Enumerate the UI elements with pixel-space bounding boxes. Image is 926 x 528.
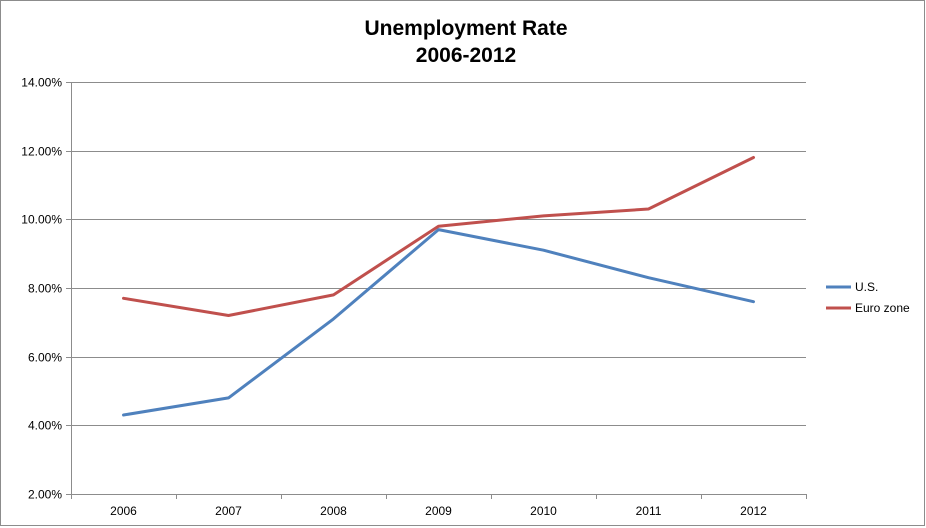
y-tick-label: 8.00% bbox=[28, 282, 62, 296]
gridlines bbox=[66, 82, 806, 495]
chart-title: Unemployment Rate bbox=[364, 17, 567, 40]
x-tick-label: 2006 bbox=[110, 504, 137, 518]
series-line bbox=[122, 228, 755, 417]
y-tick-label: 6.00% bbox=[28, 351, 62, 365]
x-tick-label: 2011 bbox=[636, 504, 662, 518]
series-lines bbox=[122, 156, 755, 417]
x-tick-label: 2012 bbox=[740, 504, 767, 518]
y-axis: 2.00% 4.00% 6.00% 8.00% 10.00% 12.00% 14.00% bbox=[21, 76, 72, 502]
y-tick-label: 14.00% bbox=[21, 76, 62, 90]
x-tick-label: 2008 bbox=[320, 504, 347, 518]
x-tick-label: 2010 bbox=[530, 504, 557, 518]
legend: U.S. Euro zone bbox=[826, 280, 910, 315]
y-tick-label: 2.00% bbox=[28, 488, 62, 502]
x-tick-label: 2009 bbox=[425, 504, 452, 518]
y-tick-label: 4.00% bbox=[28, 419, 62, 433]
y-tick-label: 10.00% bbox=[21, 213, 62, 227]
x-tick-label: 2007 bbox=[215, 504, 242, 518]
series-line bbox=[122, 156, 755, 317]
chart-subtitle: 2006-2012 bbox=[416, 44, 516, 67]
x-axis: 2006 2007 2008 2009 2010 2011 2012 bbox=[71, 494, 807, 518]
legend-label: Euro zone bbox=[855, 301, 910, 315]
y-tick-label: 12.00% bbox=[21, 145, 62, 159]
legend-label: U.S. bbox=[855, 280, 878, 294]
